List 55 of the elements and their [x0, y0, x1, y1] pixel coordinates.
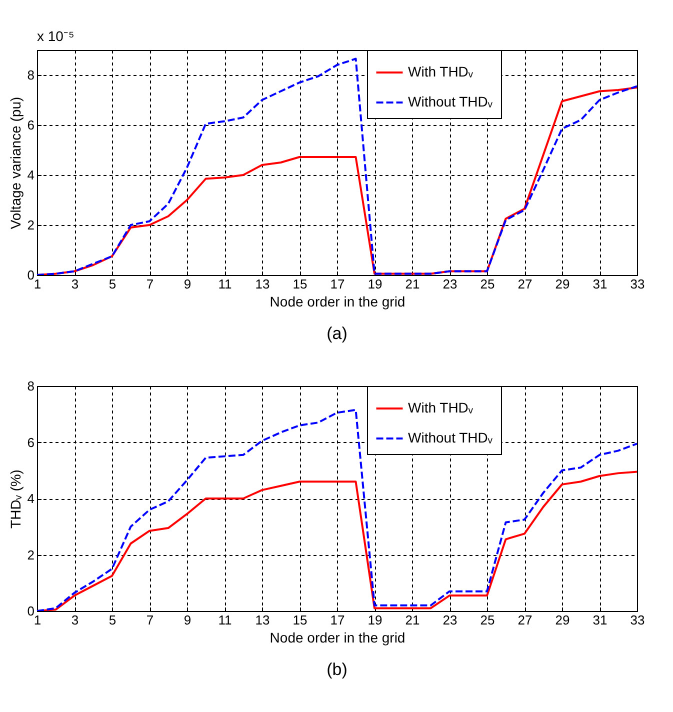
- x-tick-label: 17: [330, 612, 345, 628]
- x-tick-label: 29: [555, 612, 570, 628]
- y-tick-label: 0: [27, 604, 34, 618]
- x-tick-label: 3: [71, 612, 79, 628]
- x-tick-label: 11: [218, 276, 232, 292]
- x-tick-label: 33: [630, 612, 645, 628]
- x-tick-label: 25: [480, 612, 495, 628]
- x-tick-label: 23: [442, 612, 458, 628]
- x-tick-label: 5: [108, 612, 116, 628]
- y-tick-label: 8: [27, 378, 34, 394]
- x-tick-label: 19: [368, 276, 382, 292]
- x-tick-label: 9: [184, 276, 192, 292]
- legend-label: Without THDᵥ: [408, 94, 493, 110]
- y-tick-label: 2: [27, 547, 34, 562]
- x-tick-label: 11: [218, 612, 232, 628]
- y-tick-label: 4: [27, 491, 34, 506]
- x-tick-label: 7: [146, 276, 154, 292]
- text: (b): [326, 660, 348, 679]
- y-tick-label: 4: [27, 168, 34, 182]
- x-tick-label: 1: [34, 612, 42, 628]
- x-tick-label: 21: [405, 612, 420, 628]
- x-tick-label: 19: [368, 612, 382, 628]
- x-tick-label: 1: [34, 276, 42, 292]
- x-tick-label: 29: [555, 276, 570, 292]
- x-tick-label: 31: [592, 276, 608, 292]
- legend-label: With THDᵥ: [408, 400, 474, 416]
- x-tick-label: 33: [630, 276, 645, 292]
- y-axis-title: THDᵥ (%): [7, 470, 24, 528]
- text: (a): [326, 324, 348, 343]
- y-tick-label: 6: [27, 118, 34, 132]
- text: x 10⁻⁵: [37, 28, 74, 44]
- legend-label: Without THDᵥ: [408, 430, 493, 446]
- x-tick-label: 3: [71, 276, 79, 292]
- y-axis-title: Voltage variance (pu): [7, 96, 24, 230]
- x-tick-label: 27: [518, 276, 532, 292]
- y-tick-label: 6: [27, 434, 34, 450]
- x-tick-label: 25: [480, 276, 495, 292]
- x-tick-label: 21: [405, 276, 420, 292]
- legend-label: With THDᵥ: [408, 64, 474, 80]
- x-tick-label: 15: [292, 612, 308, 628]
- x-tick-label: 31: [592, 612, 608, 628]
- x-tick-label: 23: [442, 276, 458, 292]
- y-tick-label: 8: [27, 68, 34, 82]
- x-tick-label: 27: [518, 612, 532, 628]
- y-tick-label: 2: [27, 218, 34, 232]
- x-tick-label: 13: [255, 612, 270, 628]
- x-tick-label: 7: [146, 612, 154, 628]
- x-tick-label: 17: [330, 276, 345, 292]
- x-axis-title: Node order in the grid: [270, 294, 406, 310]
- y-tick-label: 0: [27, 268, 34, 282]
- x-tick-label: 9: [184, 612, 192, 628]
- x-tick-label: 15: [292, 276, 308, 292]
- x-axis-title: Node order in the grid: [270, 630, 406, 646]
- x-tick-label: 13: [255, 276, 270, 292]
- x-tick-label: 5: [108, 276, 116, 292]
